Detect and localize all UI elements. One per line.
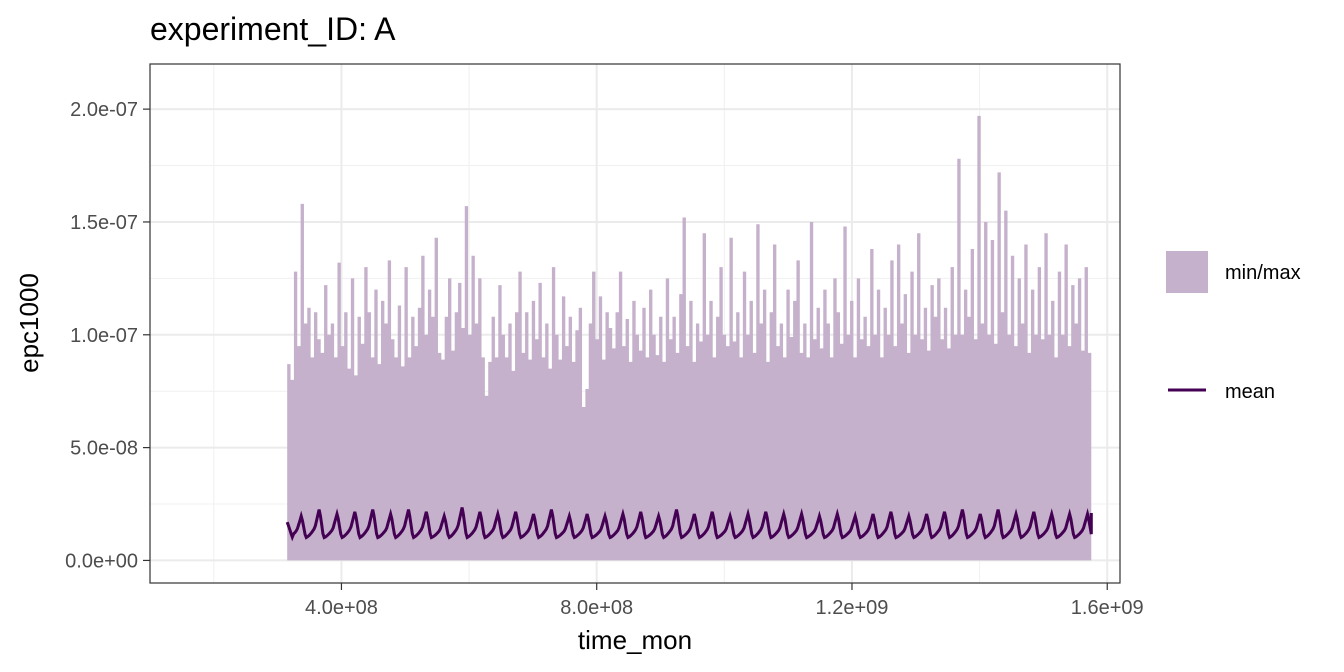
plot-panel xyxy=(149,63,1121,584)
legend-label-mean: mean xyxy=(1225,381,1275,403)
y-tick-label: 2.0e-07 xyxy=(70,99,138,121)
legend: min/max mean xyxy=(1166,251,1301,403)
x-tick-label: 1.6e+09 xyxy=(1071,597,1144,619)
y-axis: 0.0e+00 5.0e-08 1.0e-07 1.5e-07 2.0e-07 xyxy=(65,99,150,572)
y-tick-label: 0.0e+00 xyxy=(65,550,138,572)
y-tick-label: 5.0e-08 xyxy=(70,438,138,460)
y-tick-label: 1.5e-07 xyxy=(70,212,138,234)
x-tick-label: 4.0e+08 xyxy=(305,597,378,619)
x-tick-label: 8.0e+08 xyxy=(560,597,633,619)
mean-line xyxy=(285,507,1093,542)
min-max-ribbon xyxy=(287,115,1092,561)
x-axis-title: time_mon xyxy=(578,625,692,655)
plot-border xyxy=(149,63,1121,584)
y-tick-label: 1.0e-07 xyxy=(70,325,138,347)
legend-label-min-max: min/max xyxy=(1225,262,1301,284)
y-axis-title: epc1000 xyxy=(14,273,44,373)
legend-key-min-max xyxy=(1166,251,1208,293)
x-tick-label: 1.2e+09 xyxy=(816,597,889,619)
x-axis: 4.0e+08 8.0e+08 1.2e+09 1.6e+09 xyxy=(305,583,1144,619)
chart-title: experiment_ID: A xyxy=(150,11,396,47)
ribbon-area xyxy=(287,115,1092,561)
